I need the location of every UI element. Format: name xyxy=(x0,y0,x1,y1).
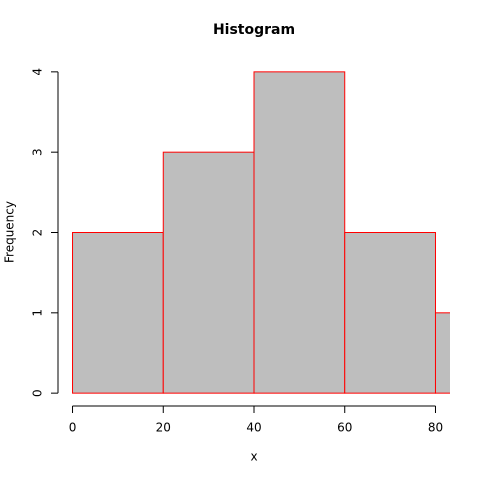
x-tick-label: 80 xyxy=(428,421,443,435)
bar xyxy=(72,232,164,394)
y-tick-label: 1 xyxy=(31,309,45,317)
y-tick-label: 2 xyxy=(31,229,45,237)
x-axis-label: x xyxy=(250,450,257,464)
y-axis-label: Frequency xyxy=(3,201,17,263)
bar xyxy=(253,71,346,394)
y-tick-label: 0 xyxy=(31,389,45,397)
bar xyxy=(434,312,450,394)
x-tick-label: 0 xyxy=(69,421,77,435)
chart-title: Histogram xyxy=(213,22,295,38)
x-tick-label: 60 xyxy=(337,421,352,435)
x-tick-label: 20 xyxy=(156,421,171,435)
y-tick-label: 3 xyxy=(31,148,45,156)
plot-area xyxy=(72,71,450,394)
x-tick-label: 40 xyxy=(246,421,261,435)
y-tick-label: 4 xyxy=(31,68,45,76)
bar xyxy=(162,151,255,394)
bar xyxy=(344,232,436,394)
